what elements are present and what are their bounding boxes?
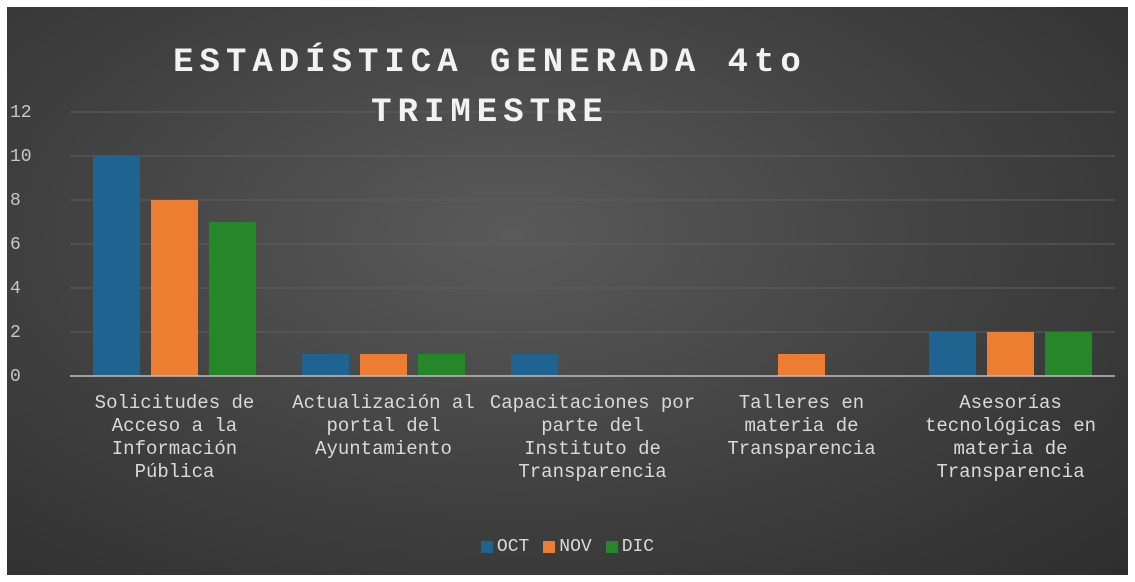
bar	[360, 354, 407, 376]
chart-title: ESTADÍSTICA GENERADA 4to TRIMESTRE	[173, 44, 807, 132]
x-tick-label: Asesorías tecnológicas en materia de Tra…	[924, 392, 1097, 483]
legend-item: DIC	[605, 537, 655, 557]
y-tick-label: 12	[10, 103, 32, 123]
y-tick-label: 0	[10, 367, 21, 387]
legend-swatch	[543, 541, 556, 553]
y-tick-label: 10	[10, 147, 32, 167]
x-tick-label: Actualización al portal del Ayuntamiento	[292, 392, 475, 460]
legend-swatch	[480, 541, 493, 553]
bar	[1045, 332, 1092, 376]
bar	[987, 332, 1034, 376]
legend-label: DIC	[621, 537, 655, 557]
bar	[151, 200, 198, 376]
legend-item: NOV	[543, 537, 592, 557]
bar	[778, 354, 825, 376]
bar	[929, 332, 976, 376]
legend: OCT NOV DIC	[0, 537, 1135, 557]
legend-swatch	[605, 541, 618, 553]
bar	[511, 354, 558, 376]
x-tick-label: Solicitudes de Acceso a la Información P…	[94, 392, 255, 483]
bar	[93, 156, 140, 376]
legend-label: NOV	[559, 537, 592, 557]
legend-label: OCT	[496, 537, 530, 557]
bar	[302, 354, 349, 376]
x-tick-label: Talleres en materia de Transparencia	[727, 392, 876, 460]
y-tick-label: 4	[10, 279, 21, 299]
y-tick-label: 6	[10, 235, 21, 255]
y-tick-label: 8	[10, 191, 21, 211]
legend-item: OCT	[480, 537, 530, 557]
x-tick-label: Capacitaciones por parte del Instituto d…	[489, 392, 696, 483]
bar	[418, 354, 465, 376]
bar	[209, 222, 256, 376]
y-tick-label: 2	[10, 323, 21, 343]
